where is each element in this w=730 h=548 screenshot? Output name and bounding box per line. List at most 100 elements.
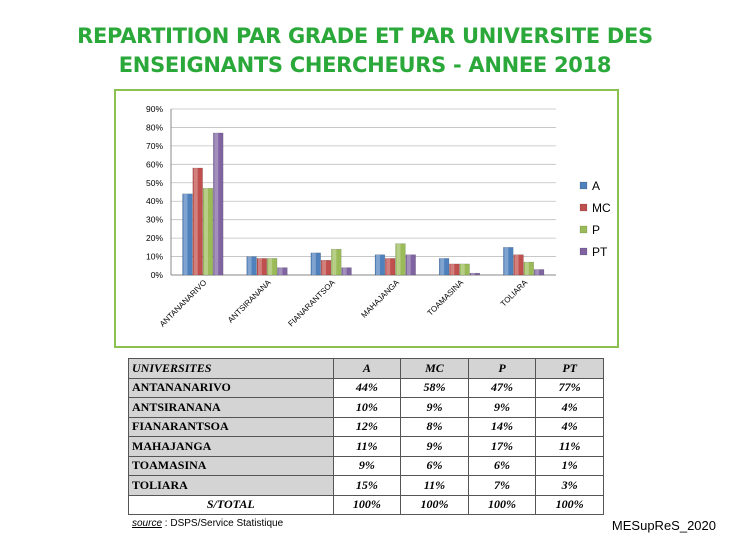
y-tick-label: 30% [146,215,163,225]
bar-mc [320,259,332,276]
y-tick-label: 50% [146,178,163,188]
table-row: ANTANANARIVO 44% 58% 47% 77% [128,377,604,398]
legend-swatch-mc [579,203,588,212]
footer-label: MESupReS_2020 [611,518,716,533]
table-cell-value: 15% [332,475,402,496]
legend-label-mc: MC [592,201,611,215]
table-cell-value: 77% [535,377,604,398]
bar-highlight [311,252,316,275]
bar-highlight [322,260,327,275]
table-cell-value: 7% [467,475,537,496]
table-cell-university: MAHAJANGA [128,436,334,457]
table-row: TOLIARA 15% 11% 7% 3% [128,475,604,496]
bar-pt [277,267,288,276]
bar-a [438,258,450,276]
y-tick-label: 80% [146,122,163,132]
table-cell-value: 6% [467,455,537,476]
bar-pt [469,272,481,276]
table-cell-value: 4% [535,397,604,418]
y-tick-label: 70% [146,141,163,151]
table-cell-value: 11% [535,436,604,457]
table-cell-value: 10% [332,397,402,418]
bar-pt [533,269,545,276]
table-cell-value: 12% [332,416,402,437]
table-cell-value: 8% [400,416,469,437]
bar-a [374,254,386,276]
bar-p [267,258,278,276]
table-cell-value: 1% [535,455,604,476]
table-cell-value: 4% [535,416,604,437]
table-cell-total-label: S/TOTAL [128,494,334,515]
bar-a [182,193,193,276]
table-cell-university: ANTANANARIVO [128,377,334,398]
bar-highlight [257,258,262,275]
bar-highlight [214,132,219,275]
bar-mc [385,258,396,276]
bar-highlight [332,249,337,275]
table-header-row: UNIVERSITES A MC P PT [128,358,604,379]
bar-mc [449,263,460,276]
title-line-1: REPARTITION PAR GRADE ET PAR UNIVERSITE … [77,24,653,48]
bar-highlight [471,273,475,275]
table-row: FIANARANTSOA 12% 8% 14% 4% [128,416,604,437]
y-tick-label: 0% [151,270,164,280]
bar-highlight [247,256,252,275]
bar-chart: 0% 10% 20% 30% 40% 50% 60% 70% 80% 90% ANTANANARIV… [146,104,611,329]
table-cell-value: 11% [400,475,469,496]
bar-p [202,188,214,276]
table-cell-value: 3% [535,475,604,496]
legend-label-pt: PT [592,245,608,259]
bar-highlight [268,258,273,275]
table-row: MAHAJANGA 11% 9% 17% 11% [128,436,604,457]
table-cell-university: ANTSIRANANA [128,397,334,418]
y-tick-label: 40% [146,196,163,206]
bar-highlight [278,267,283,275]
table-cell-value: 17% [467,436,537,457]
bar-a [246,256,257,276]
y-tick-label: 10% [146,252,163,262]
bar-a [503,247,514,276]
legend-label-p: P [592,223,600,237]
bar-p [331,248,342,276]
bar-highlight [342,267,347,275]
title-line-2: ENSEIGNANTS CHERCHEURS - ANNEE 2018 [118,53,612,77]
table-header: P [467,358,537,379]
source-label: source [132,518,163,529]
table-cell-value: 11% [332,436,402,457]
x-tick-label: ANTSIRANANA [226,278,273,325]
table-cell-total-value: 100% [332,494,402,515]
legend-swatch-a [579,181,588,190]
table-cell-value: 9% [400,436,469,457]
source-text: : DSPS/Service Statistique [162,518,284,529]
bar-p [523,261,534,276]
table-total-row: S/TOTAL 100% 100% 100% 100% [128,494,604,515]
bar-highlight [386,258,391,275]
bar-highlight [376,254,380,275]
bar-highlight [450,263,455,275]
y-tick-label: 20% [146,233,163,243]
x-tick-label: ANTANANARIVO [158,278,209,329]
table-cell-total-value: 100% [400,494,469,515]
table-cell-value: 6% [400,455,469,476]
bar-highlight [193,168,198,275]
table-cell-value: 9% [400,397,469,418]
table-row: ANTSIRANANA 10% 9% 9% 4% [128,397,604,418]
bar-highlight [406,254,411,275]
bar-highlight [460,263,465,275]
bar-pt [213,132,224,276]
bar-mc [192,167,203,276]
x-tick-label: TOAMASINA [426,278,466,318]
bar-highlight [504,247,509,275]
bar-highlight [440,258,445,275]
table-row: TOAMASINA 9% 6% 6% 1% [128,455,604,476]
legend-label-a: A [592,179,600,193]
table-cell-value: 44% [332,377,402,398]
bar-mc [513,254,524,276]
x-tick-label: TOLIARA [499,278,530,309]
x-tick-label: MAHAJANGA [359,278,401,320]
data-table: UNIVERSITES A MC P PT ANTANANARIVO 44% 58%… [128,358,604,515]
bar-pt [405,254,416,276]
table-cell-total-value: 100% [467,494,537,515]
chart-frame: 0% 10% 20% 30% 40% 50% 60% 70% 80% 90% ANTANANARIV… [114,89,619,348]
table-cell-value: 14% [467,416,537,437]
